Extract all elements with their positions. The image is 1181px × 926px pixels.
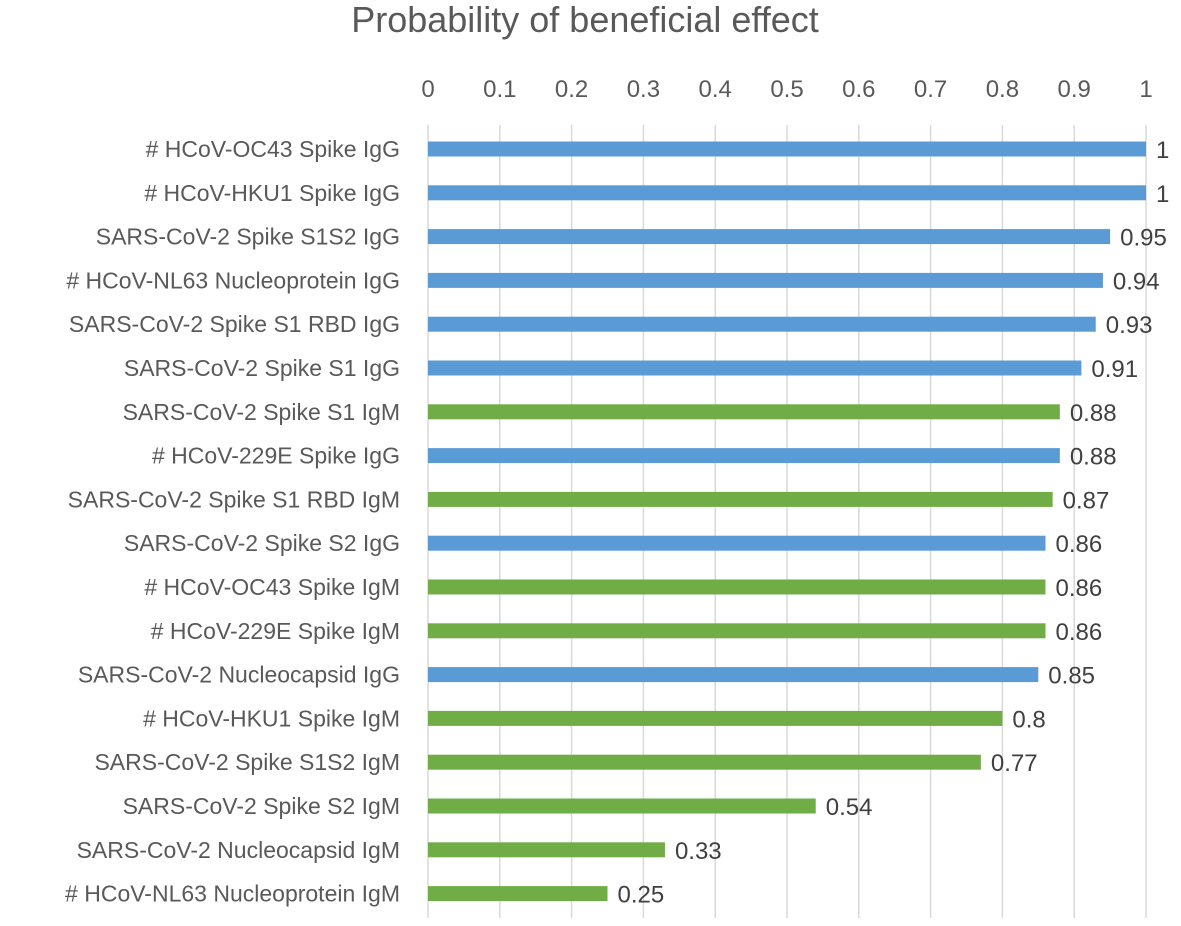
bar-igg [428, 535, 1046, 551]
category-label: # HCoV-OC43 Spike IgM [144, 574, 400, 600]
data-label: 0.54 [826, 794, 873, 821]
category-label: # HCoV-NL63 Nucleoprotein IgM [65, 881, 400, 907]
data-label: 0.88 [1070, 400, 1117, 427]
bar-igm [428, 710, 1003, 726]
x-tick-label: 0 [421, 76, 434, 103]
category-label: SARS-CoV-2 Nucleocapsid IgM [77, 837, 400, 863]
bar-igg [428, 229, 1111, 245]
category-label: # HCoV-229E Spike IgM [151, 618, 400, 644]
bar-igg [428, 448, 1060, 464]
bar-igm [428, 404, 1060, 420]
x-tick-label: 0.6 [842, 76, 875, 103]
bar-igm [428, 623, 1046, 639]
data-label: 0.77 [991, 750, 1038, 777]
x-axis-ticks: 0 0.1 0.2 0.3 0.4 0.5 0.6 0.7 0.8 0.9 1 [421, 76, 1152, 103]
x-tick-label: 0.3 [627, 76, 660, 103]
data-label: 0.33 [675, 838, 722, 865]
data-label: 0.86 [1055, 619, 1102, 646]
bar-igm [428, 579, 1046, 595]
bar-igg [428, 141, 1146, 157]
bar-igg [428, 272, 1103, 288]
x-tick-label: 0.2 [555, 76, 588, 103]
category-label: SARS-CoV-2 Spike S2 IgG [124, 530, 400, 556]
data-label: 0.91 [1091, 356, 1138, 383]
category-label: SARS-CoV-2 Spike S1 IgG [124, 355, 400, 381]
x-tick-label: 0.1 [483, 76, 516, 103]
category-label: SARS-CoV-2 Spike S1S2 IgG [96, 224, 400, 250]
bar-igg [428, 316, 1096, 332]
category-label: # HCoV-HKU1 Spike IgM [143, 705, 400, 731]
category-label: SARS-CoV-2 Spike S1 RBD IgM [68, 486, 400, 512]
bar-igg [428, 360, 1082, 376]
value-labels: 1 1 0.95 0.94 0.93 0.91 0.88 0.88 0.87 0.86 0.86 0.… [618, 137, 1170, 909]
x-tick-label: 0.8 [986, 76, 1019, 103]
category-label: SARS-CoV-2 Nucleocapsid IgG [78, 662, 400, 688]
gridlines [427, 125, 1147, 918]
chart-title: Probability of beneficial effect [351, 0, 819, 40]
data-label: 0.25 [618, 882, 665, 909]
category-label: SARS-CoV-2 Spike S1 IgM [123, 399, 400, 425]
data-label: 0.8 [1012, 706, 1045, 733]
data-label: 1 [1156, 181, 1169, 208]
data-label: 0.95 [1120, 225, 1167, 252]
bar-igg [428, 185, 1146, 201]
bar-igm [428, 798, 816, 814]
data-label: 1 [1156, 137, 1169, 164]
bar-igm [428, 754, 981, 770]
category-label: # HCoV-HKU1 Spike IgG [144, 180, 400, 206]
category-label: # HCoV-NL63 Nucleoprotein IgG [66, 267, 400, 293]
bar-igm [428, 842, 665, 858]
data-label: 0.94 [1113, 268, 1160, 295]
category-label: # HCoV-229E Spike IgG [152, 443, 400, 469]
category-labels: # HCoV-OC43 Spike IgG # HCoV-HKU1 Spike I… [65, 136, 400, 907]
x-tick-label: 0.5 [770, 76, 803, 103]
data-label: 0.88 [1070, 444, 1117, 471]
category-label: SARS-CoV-2 Spike S2 IgM [123, 793, 400, 819]
bar-igm [428, 491, 1053, 507]
data-label: 0.87 [1063, 487, 1110, 514]
data-label: 0.86 [1055, 531, 1102, 558]
data-label: 0.86 [1055, 575, 1102, 602]
data-label: 0.85 [1048, 663, 1095, 690]
bar-igm [428, 886, 608, 902]
x-tick-label: 0.4 [699, 76, 732, 103]
bar-igg [428, 667, 1039, 683]
data-label: 0.93 [1106, 312, 1153, 339]
bars [428, 141, 1146, 902]
category-label: SARS-CoV-2 Spike S1 RBD IgG [69, 311, 400, 337]
x-tick-label: 0.9 [1058, 76, 1091, 103]
x-tick-label: 1 [1139, 76, 1152, 103]
category-label: SARS-CoV-2 Spike S1S2 IgM [94, 749, 400, 775]
category-label: # HCoV-OC43 Spike IgG [146, 136, 400, 162]
x-tick-label: 0.7 [914, 76, 947, 103]
